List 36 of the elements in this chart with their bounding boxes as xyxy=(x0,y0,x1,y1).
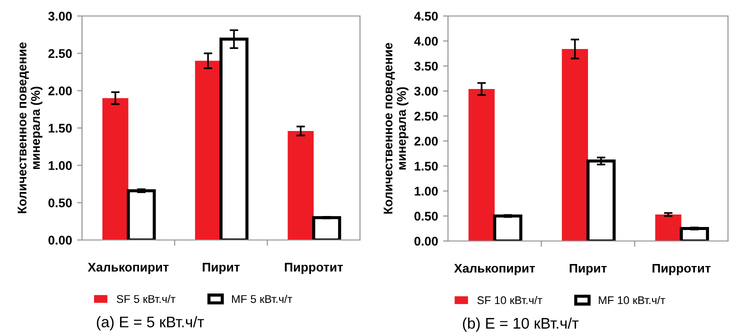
legend-label: MF 5 кВт.ч/т xyxy=(232,294,292,303)
y-tick-label: 1.50 xyxy=(48,124,72,133)
y-tick-label: 2.50 xyxy=(414,112,438,121)
y-tick-label: 1.00 xyxy=(48,161,72,170)
y-axis-title: Количественное поведение минерала (%) xyxy=(18,42,42,214)
x-tick-label: Пирротит xyxy=(652,264,711,276)
y-tick-label: 2.00 xyxy=(414,136,438,146)
x-tick-label: Пирит xyxy=(202,262,240,274)
y-tick-label: 0.00 xyxy=(414,236,438,246)
x-tick-label: Пирротит xyxy=(284,262,343,274)
y-tick-label: 1.50 xyxy=(414,162,438,171)
y-tick-label: 2.00 xyxy=(48,86,72,96)
y-axis-title: Количественное поведение минерала (%) xyxy=(384,42,408,214)
legend-label: SF 5 кВт.ч/т xyxy=(116,294,176,303)
bar xyxy=(468,89,495,241)
y-tick-label: 0.50 xyxy=(48,198,72,208)
y-tick-label: 4.00 xyxy=(414,36,438,46)
y-tick-label: 0.00 xyxy=(48,236,72,245)
bar xyxy=(195,60,221,240)
y-tick-label: 3.00 xyxy=(414,86,438,96)
y-tick-label: 4.50 xyxy=(414,12,438,21)
text: (a) E = 5 кВт.ч/т xyxy=(96,316,204,330)
y-tick-label: 2.50 xyxy=(48,49,72,58)
legend-label: MF 10 кВт.ч/т xyxy=(598,296,666,304)
y-tick-label: 1.00 xyxy=(414,186,438,196)
y-tick-label: 3.50 xyxy=(414,62,438,71)
bar xyxy=(288,130,314,240)
x-tick-label: Халькопирит xyxy=(454,264,535,276)
bar xyxy=(102,98,128,240)
text: (b) E = 10 кВт.ч/т xyxy=(462,318,579,332)
legend-label: SF 10 кВт.ч/т xyxy=(477,296,542,304)
x-tick-label: Пирит xyxy=(570,264,607,276)
y-tick-label: 0.50 xyxy=(414,212,438,221)
bar xyxy=(562,49,588,241)
x-tick-label: Халькопирит xyxy=(88,262,169,274)
y-tick-label: 3.00 xyxy=(48,12,72,21)
